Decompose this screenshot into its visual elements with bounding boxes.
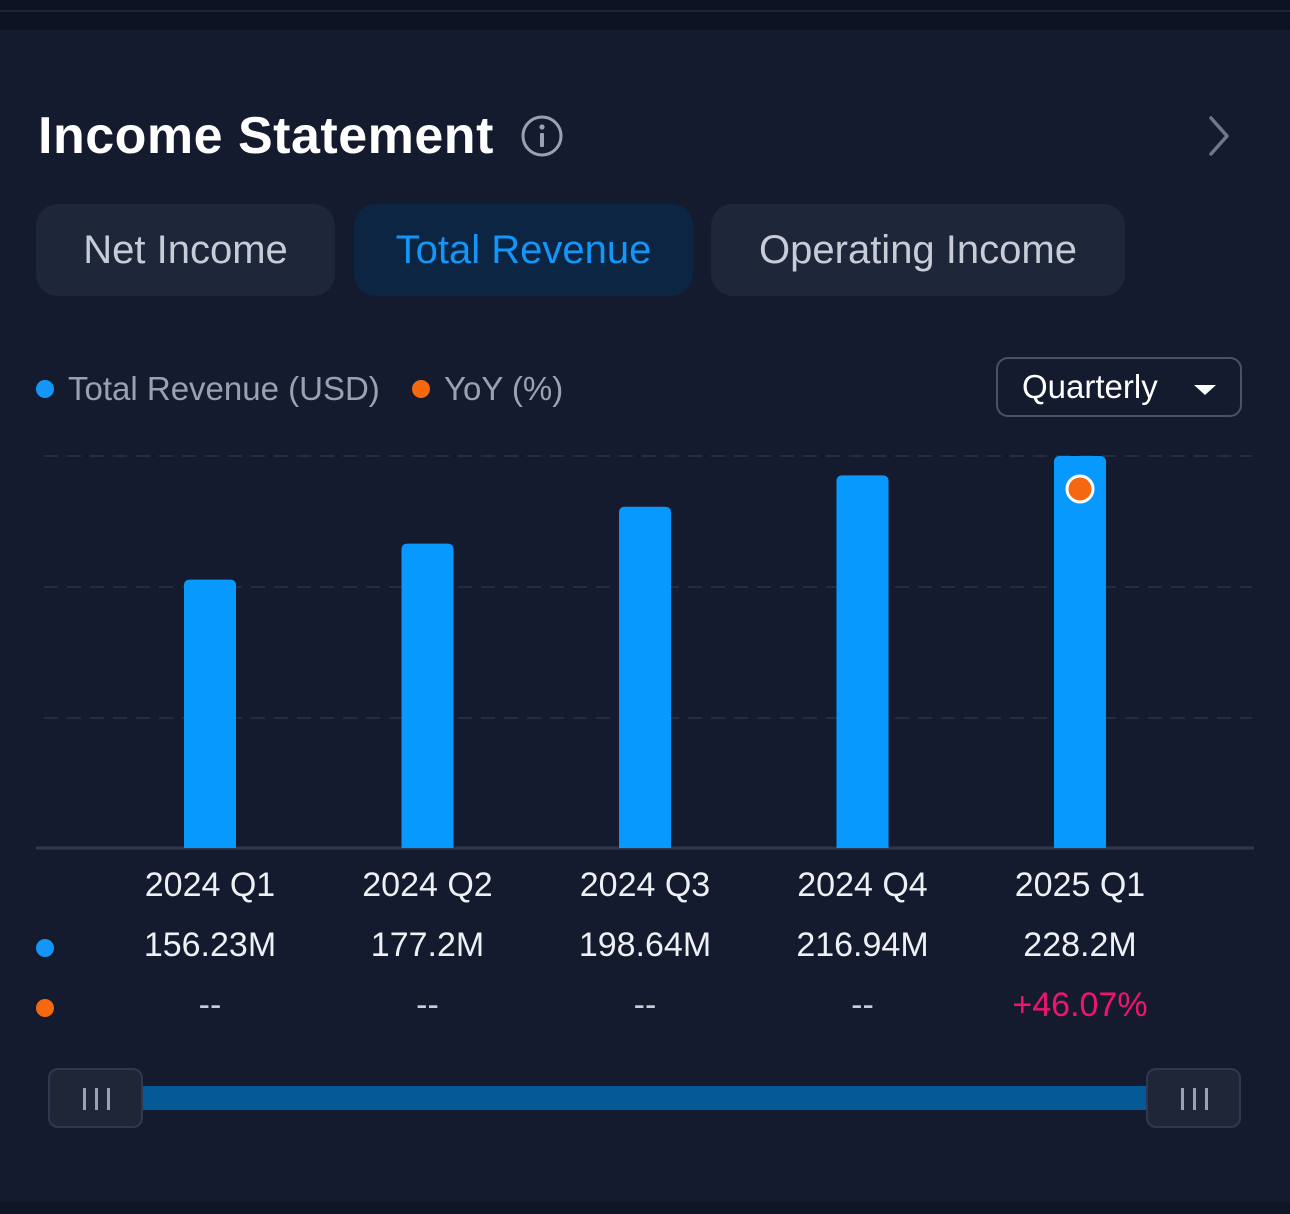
revenue-bar-4[interactable] [1054, 456, 1106, 848]
period-dropdown[interactable]: Quarterly [996, 357, 1242, 417]
legend-dot-revenue [36, 380, 54, 398]
grip-lines-icon [1181, 1088, 1208, 1110]
yoy-value-1: -- [416, 986, 439, 1024]
revenue-value-2: 198.64M [578, 926, 712, 964]
x-tick-label-3: 2024 Q4 [797, 866, 928, 904]
range-slider-track[interactable] [140, 1086, 1150, 1110]
revenue-bar-chart [36, 455, 1254, 850]
revenue-bar-0[interactable] [184, 579, 236, 848]
tab-total-revenue[interactable]: Total Revenue [354, 204, 693, 296]
revenue-value-4: 228.2M [1023, 926, 1137, 964]
yoy-value-0: -- [198, 986, 222, 1024]
top-bar-divider [0, 10, 1290, 12]
yoy-value-3: -- [851, 986, 874, 1024]
page-title: Income Statement [38, 107, 494, 165]
caret-down-icon [1194, 385, 1216, 395]
legend-item-revenue[interactable]: Total Revenue (USD) [36, 368, 380, 410]
legend-label-yoy: YoY (%) [444, 370, 564, 407]
revenue-value-1: 177.2M [370, 926, 485, 964]
revenue-bar-1[interactable] [401, 543, 454, 848]
info-circle-icon[interactable] [520, 114, 564, 158]
chevron-right-icon[interactable] [1200, 114, 1236, 158]
revenue-bar-3[interactable] [836, 475, 889, 848]
row-marker-revenue [36, 939, 54, 957]
top-bar [0, 0, 1290, 30]
grip-lines-icon [83, 1088, 110, 1110]
range-slider-left-handle[interactable] [48, 1068, 143, 1128]
legend-item-yoy[interactable]: YoY (%) [412, 368, 563, 410]
revenue-value-3: 216.94M [796, 926, 929, 964]
yoy-value-2: -- [633, 986, 657, 1024]
bottom-bar [0, 1202, 1290, 1214]
x-tick-label-4: 2025 Q1 [1014, 866, 1146, 904]
revenue-value-0: 156.23M [143, 926, 277, 964]
yoy-value-4: +46.07% [1012, 986, 1148, 1024]
revenue-bar-2[interactable] [619, 506, 671, 848]
tab-operating-income[interactable]: Operating Income [711, 204, 1125, 296]
row-marker-yoy [36, 999, 54, 1017]
period-dropdown-value: Quarterly [1022, 368, 1158, 405]
x-tick-label-0: 2024 Q1 [144, 866, 276, 904]
tab-net-income[interactable]: Net Income [36, 204, 335, 296]
x-tick-label-2: 2024 Q3 [579, 866, 711, 904]
legend-label-revenue: Total Revenue (USD) [68, 370, 380, 407]
range-slider-right-handle[interactable] [1146, 1068, 1241, 1128]
legend-dot-yoy [412, 380, 430, 398]
x-tick-label-1: 2024 Q2 [362, 866, 493, 904]
yoy-point-4[interactable] [1065, 474, 1095, 504]
